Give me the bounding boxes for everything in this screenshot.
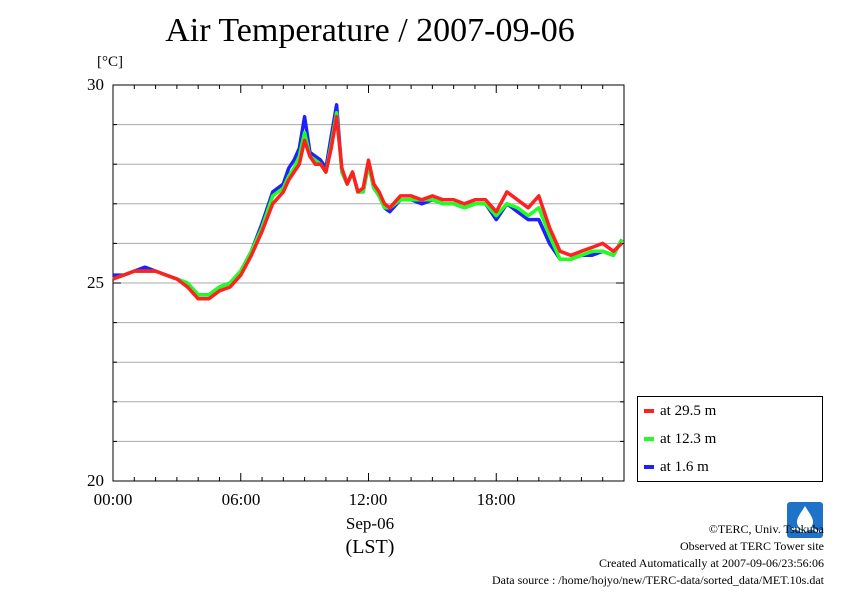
x-tick-label-1800: 18:00	[476, 490, 516, 509]
credit-line-2: Observed at TERC Tower site	[679, 539, 824, 553]
legend-item-12-3m: at 12.3 m	[644, 428, 716, 450]
x-tick-label-0600: 06:00	[221, 490, 261, 509]
x-tick-label-0000: 00:00	[93, 490, 133, 509]
legend-swatch-blue	[644, 465, 654, 469]
y-unit-label: [°C]	[97, 54, 123, 70]
credit-line-3: Created Automatically at 2007-09-06/23:5…	[599, 556, 824, 570]
chart-legend: at 29.5 m at 12.3 m at 1.6 m	[637, 396, 823, 482]
credit-line-4: Data source : /home/hojyo/new/TERC-data/…	[491, 573, 824, 587]
axis-ticks	[112, 84, 625, 482]
y-tick-label-25: 25	[87, 273, 104, 292]
legend-label: at 1.6 m	[660, 458, 709, 475]
legend-label: at 29.5 m	[660, 402, 717, 419]
y-tick-label-20: 20	[87, 471, 104, 490]
legend-item-1-6m: at 1.6 m	[644, 456, 709, 478]
x-axis-timezone-label: (LST)	[345, 536, 395, 558]
series-lines	[112, 103, 624, 301]
credit-line-1: ©TERC, Univ. Tsukuba	[708, 522, 824, 536]
x-axis-date-label: Sep-06	[345, 514, 395, 533]
grid-lines	[113, 124, 624, 442]
legend-swatch-green	[644, 437, 654, 441]
y-tick-label-30: 30	[87, 75, 104, 94]
series-line-at-1-6-m	[113, 103, 624, 297]
legend-item-29-5m: at 29.5 m	[644, 400, 716, 422]
terc-logo-icon	[787, 502, 823, 538]
x-tick-label-1200: 12:00	[348, 490, 388, 509]
legend-swatch-red	[644, 409, 654, 413]
series-line-at-29-5-m	[112, 114, 624, 301]
legend-label: at 12.3 m	[660, 430, 717, 447]
chart-title: Air Temperature / 2007-09-06	[165, 12, 575, 49]
